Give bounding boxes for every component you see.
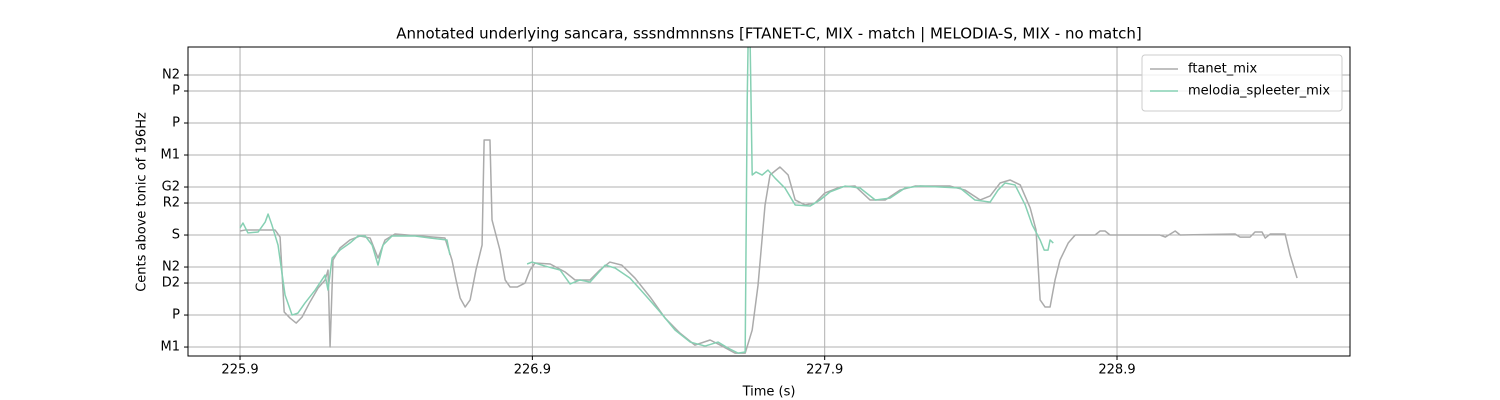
x-tick-label: 228.9	[1098, 363, 1135, 378]
plot-lines	[239, 47, 1298, 354]
y-axis-label: Cents above tonic of 196Hz	[135, 112, 150, 292]
y-tick-label: P	[172, 308, 180, 323]
y-tick-label: P	[172, 84, 180, 99]
x-tick-label: 225.9	[221, 363, 258, 378]
y-tick-label: N2	[162, 68, 180, 83]
x-axis-label: Time (s)	[742, 385, 796, 400]
y-tick-label: R2	[163, 196, 180, 211]
legend-label: melodia_spleeter_mix	[1188, 84, 1330, 99]
plot-frame	[187, 46, 1351, 357]
legend: ftanet_mix melodia_spleeter_mix	[1141, 54, 1343, 112]
y-tick-label: M1	[161, 340, 181, 355]
legend-box	[1141, 54, 1343, 112]
y-tick-label: G2	[162, 180, 180, 195]
x-tick-label: 227.9	[806, 363, 843, 378]
y-tick-label: P	[172, 116, 180, 131]
legend-label: ftanet_mix	[1188, 62, 1258, 77]
y-tick-label: S	[172, 228, 180, 243]
series-line	[239, 47, 1054, 354]
y-tick-label: N2	[162, 260, 180, 275]
chart-title: Annotated underlying sancara, sssndmnnsn…	[396, 25, 1141, 43]
series-line	[239, 139, 1298, 354]
x-tick-label: 226.9	[514, 363, 551, 378]
y-tick-label: M1	[161, 148, 181, 163]
y-tick-label: D2	[162, 276, 180, 291]
